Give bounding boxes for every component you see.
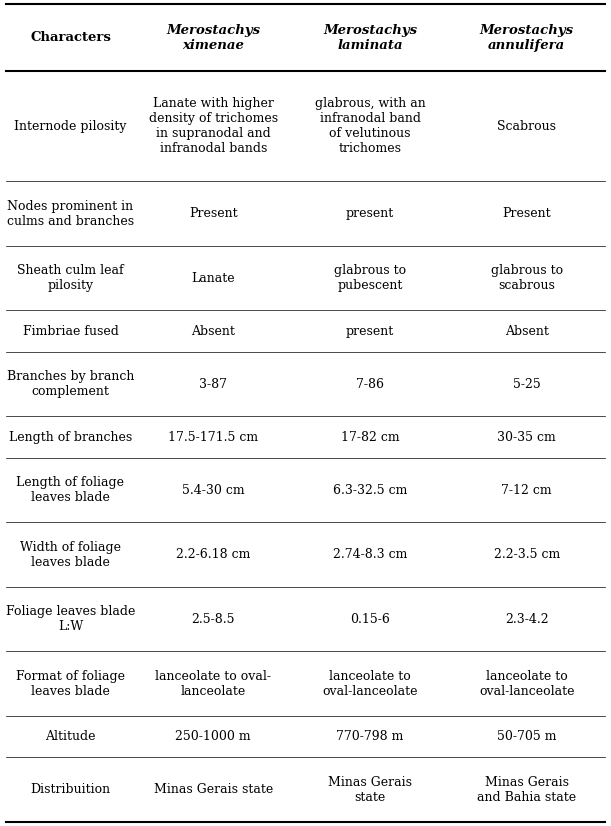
Text: Minas Gerais
state: Minas Gerais state: [328, 776, 412, 804]
Text: Minas Gerais state: Minas Gerais state: [153, 783, 273, 796]
Text: Merostachys
laminata: Merostachys laminata: [323, 24, 417, 52]
Text: 2.2-3.5 cm: 2.2-3.5 cm: [494, 548, 560, 561]
Text: Nodes prominent in
culms and branches: Nodes prominent in culms and branches: [7, 200, 134, 228]
Text: 5.4-30 cm: 5.4-30 cm: [182, 484, 244, 496]
Text: 770-798 m: 770-798 m: [337, 730, 404, 743]
Text: Branches by branch
complement: Branches by branch complement: [7, 370, 134, 398]
Text: Lanate: Lanate: [191, 272, 235, 285]
Text: Minas Gerais
and Bahia state: Minas Gerais and Bahia state: [477, 776, 576, 804]
Text: glabrous, with an
infranodal band
of velutinous
trichomes: glabrous, with an infranodal band of vel…: [315, 97, 425, 155]
Text: Present: Present: [502, 207, 551, 220]
Text: Foliage leaves blade
L:W: Foliage leaves blade L:W: [5, 605, 135, 633]
Text: Merostachys
ximenae: Merostachys ximenae: [166, 24, 260, 52]
Text: Length of foliage
leaves blade: Length of foliage leaves blade: [16, 477, 125, 504]
Text: Fimbriae fused: Fimbriae fused: [23, 325, 119, 338]
Text: present: present: [346, 207, 394, 220]
Text: 6.3-32.5 cm: 6.3-32.5 cm: [333, 484, 408, 496]
Text: Altitude: Altitude: [45, 730, 96, 743]
Text: 0.15-6: 0.15-6: [350, 613, 390, 625]
Text: 17.5-171.5 cm: 17.5-171.5 cm: [168, 430, 258, 444]
Text: present: present: [346, 325, 394, 338]
Text: 250-1000 m: 250-1000 m: [175, 730, 251, 743]
Text: Merostachys
annulifera: Merostachys annulifera: [480, 24, 574, 52]
Text: Present: Present: [189, 207, 238, 220]
Text: 2.3-4.2: 2.3-4.2: [505, 613, 549, 625]
Text: lanceolate to
oval-lanceolate: lanceolate to oval-lanceolate: [479, 670, 574, 698]
Text: Characters: Characters: [30, 31, 111, 44]
Text: 2.74-8.3 cm: 2.74-8.3 cm: [333, 548, 408, 561]
Text: 30-35 cm: 30-35 cm: [497, 430, 556, 444]
Text: 2.5-8.5: 2.5-8.5: [191, 613, 235, 625]
Text: lanceolate to
oval-lanceolate: lanceolate to oval-lanceolate: [323, 670, 418, 698]
Text: Scabrous: Scabrous: [497, 120, 556, 133]
Text: 7-12 cm: 7-12 cm: [502, 484, 552, 496]
Text: glabrous to
pubescent: glabrous to pubescent: [334, 264, 406, 292]
Text: Distribuition: Distribuition: [31, 783, 111, 796]
Text: Format of foliage
leaves blade: Format of foliage leaves blade: [16, 670, 125, 698]
Text: Absent: Absent: [191, 325, 235, 338]
Text: Sheath culm leaf
pilosity: Sheath culm leaf pilosity: [17, 264, 124, 292]
Text: glabrous to
scabrous: glabrous to scabrous: [491, 264, 563, 292]
Text: 2.2-6.18 cm: 2.2-6.18 cm: [176, 548, 251, 561]
Text: Internode pilosity: Internode pilosity: [14, 120, 126, 133]
Text: 50-705 m: 50-705 m: [497, 730, 557, 743]
Text: 3-87: 3-87: [199, 377, 227, 391]
Text: lanceolate to oval-
lanceolate: lanceolate to oval- lanceolate: [155, 670, 271, 698]
Text: 7-86: 7-86: [356, 377, 384, 391]
Text: 17-82 cm: 17-82 cm: [341, 430, 400, 444]
Text: 5-25: 5-25: [513, 377, 541, 391]
Text: Absent: Absent: [505, 325, 549, 338]
Text: Width of foliage
leaves blade: Width of foliage leaves blade: [20, 541, 121, 568]
Text: Length of branches: Length of branches: [9, 430, 132, 444]
Text: Lanate with higher
density of trichomes
in supranodal and
infranodal bands: Lanate with higher density of trichomes …: [148, 97, 278, 155]
